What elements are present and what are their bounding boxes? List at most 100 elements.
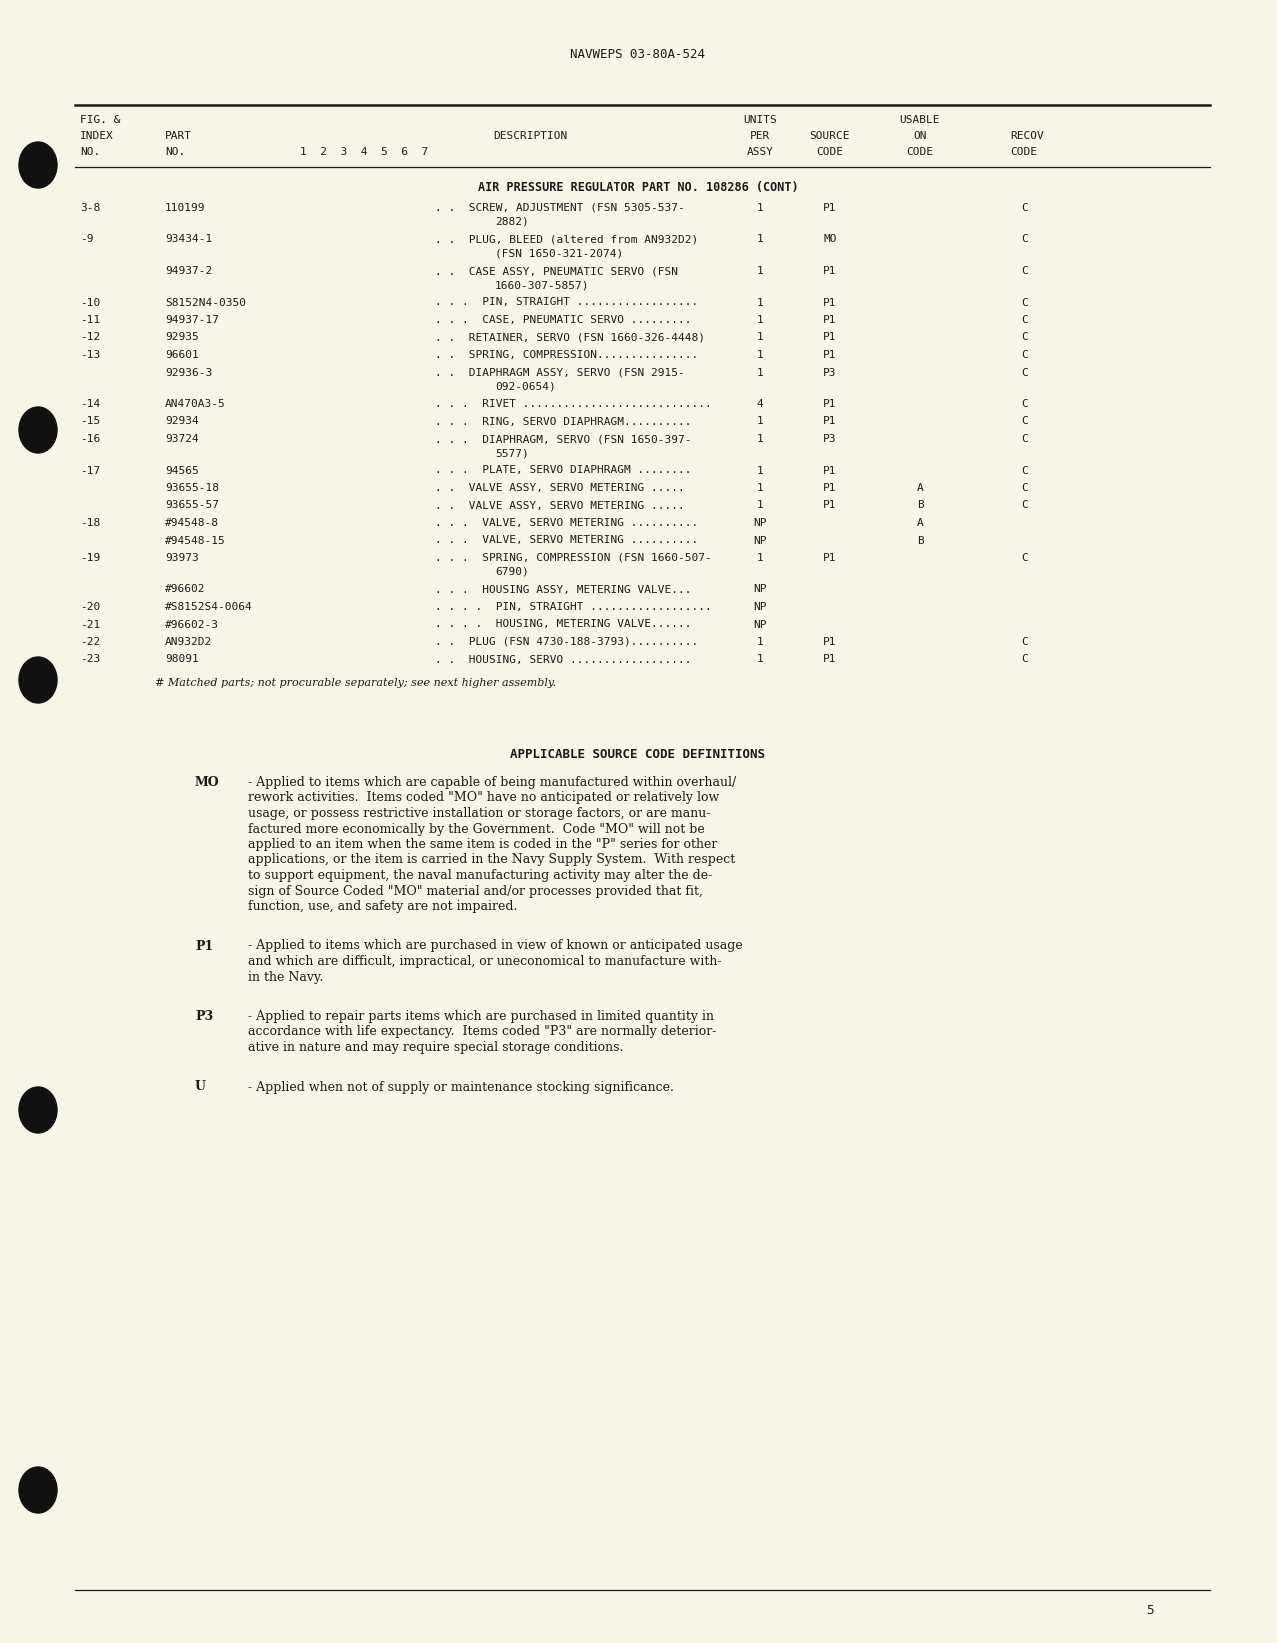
Text: B: B <box>917 501 923 511</box>
Text: usage, or possess restrictive installation or storage factors, or are manu-: usage, or possess restrictive installati… <box>248 807 710 820</box>
Text: applied to an item when the same item is coded in the "P" series for other: applied to an item when the same item is… <box>248 838 718 851</box>
Text: . . .  PIN, STRAIGHT ..................: . . . PIN, STRAIGHT .................. <box>435 297 699 307</box>
Text: C: C <box>1022 315 1028 325</box>
Text: RECOV: RECOV <box>1010 131 1043 141</box>
Text: P1: P1 <box>824 350 836 360</box>
Text: 93434-1: 93434-1 <box>165 235 212 245</box>
Text: C: C <box>1022 350 1028 360</box>
Text: C: C <box>1022 297 1028 307</box>
Text: 93724: 93724 <box>165 434 199 444</box>
Ellipse shape <box>19 407 57 453</box>
Text: C: C <box>1022 637 1028 647</box>
Text: S8152N4-0350: S8152N4-0350 <box>165 297 246 307</box>
Text: # Matched parts; not procurable separately; see next higher assembly.: # Matched parts; not procurable separate… <box>155 679 555 688</box>
Text: -19: -19 <box>80 554 101 564</box>
Text: C: C <box>1022 332 1028 342</box>
Ellipse shape <box>19 141 57 187</box>
Text: -20: -20 <box>80 601 101 611</box>
Text: P1: P1 <box>824 416 836 427</box>
Text: rework activities.  Items coded "MO" have no anticipated or relatively low: rework activities. Items coded "MO" have… <box>248 792 719 805</box>
Text: P1: P1 <box>824 465 836 475</box>
Text: NO.: NO. <box>165 146 185 158</box>
Ellipse shape <box>19 657 57 703</box>
Text: 1: 1 <box>757 416 764 427</box>
Text: NP: NP <box>753 619 766 629</box>
Text: NP: NP <box>753 601 766 611</box>
Text: #96602-3: #96602-3 <box>165 619 218 629</box>
Text: P1: P1 <box>824 483 836 493</box>
Text: C: C <box>1022 368 1028 378</box>
Text: U: U <box>195 1081 206 1094</box>
Text: 93655-18: 93655-18 <box>165 483 218 493</box>
Text: P1: P1 <box>824 266 836 276</box>
Text: C: C <box>1022 235 1028 245</box>
Text: 96601: 96601 <box>165 350 199 360</box>
Text: AN932D2: AN932D2 <box>165 637 212 647</box>
Text: to support equipment, the naval manufacturing activity may alter the de-: to support equipment, the naval manufact… <box>248 869 713 882</box>
Text: 1: 1 <box>757 350 764 360</box>
Text: -9: -9 <box>80 235 93 245</box>
Text: . .  VALVE ASSY, SERVO METERING .....: . . VALVE ASSY, SERVO METERING ..... <box>435 483 684 493</box>
Text: C: C <box>1022 399 1028 409</box>
Text: - Applied when not of supply or maintenance stocking significance.: - Applied when not of supply or maintena… <box>248 1081 674 1094</box>
Text: 1: 1 <box>757 434 764 444</box>
Text: 092-0654): 092-0654) <box>495 381 555 391</box>
Text: 94565: 94565 <box>165 465 199 475</box>
Text: C: C <box>1022 483 1028 493</box>
Text: FIG. &: FIG. & <box>80 115 120 125</box>
Text: CODE: CODE <box>907 146 933 158</box>
Text: . .  PLUG (FSN 4730-188-3793)..........: . . PLUG (FSN 4730-188-3793).......... <box>435 637 699 647</box>
Text: APPLICABLE SOURCE CODE DEFINITIONS: APPLICABLE SOURCE CODE DEFINITIONS <box>511 748 765 761</box>
Text: B: B <box>917 536 923 545</box>
Text: . . .  VALVE, SERVO METERING ..........: . . . VALVE, SERVO METERING .......... <box>435 518 699 527</box>
Text: . . .  HOUSING ASSY, METERING VALVE...: . . . HOUSING ASSY, METERING VALVE... <box>435 585 692 595</box>
Text: -12: -12 <box>80 332 101 342</box>
Text: . . .  VALVE, SERVO METERING ..........: . . . VALVE, SERVO METERING .......... <box>435 536 699 545</box>
Text: - Applied to items which are capable of being manufactured within overhaul/: - Applied to items which are capable of … <box>248 775 737 789</box>
Text: USABLE: USABLE <box>900 115 940 125</box>
Text: C: C <box>1022 654 1028 664</box>
Text: 1: 1 <box>757 297 764 307</box>
Text: #94548-8: #94548-8 <box>165 518 218 527</box>
Text: . . .  RING, SERVO DIAPHRAGM..........: . . . RING, SERVO DIAPHRAGM.......... <box>435 416 692 427</box>
Text: CODE: CODE <box>1010 146 1037 158</box>
Text: . .  SCREW, ADJUSTMENT (FSN 5305-537-: . . SCREW, ADJUSTMENT (FSN 5305-537- <box>435 204 684 214</box>
Text: 1: 1 <box>757 368 764 378</box>
Text: C: C <box>1022 266 1028 276</box>
Text: P1: P1 <box>824 332 836 342</box>
Text: -16: -16 <box>80 434 101 444</box>
Text: 1  2  3  4  5  6  7: 1 2 3 4 5 6 7 <box>300 146 428 158</box>
Text: NP: NP <box>753 536 766 545</box>
Text: #96602: #96602 <box>165 585 206 595</box>
Text: -11: -11 <box>80 315 101 325</box>
Text: -15: -15 <box>80 416 101 427</box>
Text: 93655-57: 93655-57 <box>165 501 218 511</box>
Text: 92935: 92935 <box>165 332 199 342</box>
Text: . .  CASE ASSY, PNEUMATIC SERVO (FSN: . . CASE ASSY, PNEUMATIC SERVO (FSN <box>435 266 678 276</box>
Text: C: C <box>1022 204 1028 214</box>
Text: 98091: 98091 <box>165 654 199 664</box>
Text: . .  VALVE ASSY, SERVO METERING .....: . . VALVE ASSY, SERVO METERING ..... <box>435 501 684 511</box>
Text: factured more economically by the Government.  Code "MO" will not be: factured more economically by the Govern… <box>248 823 705 836</box>
Text: sign of Source Coded "MO" material and/or processes provided that fit,: sign of Source Coded "MO" material and/o… <box>248 884 702 897</box>
Text: accordance with life expectancy.  Items coded "P3" are normally deterior-: accordance with life expectancy. Items c… <box>248 1025 716 1038</box>
Text: P1: P1 <box>824 637 836 647</box>
Text: -13: -13 <box>80 350 101 360</box>
Text: 1: 1 <box>757 483 764 493</box>
Text: - Applied to items which are purchased in view of known or anticipated usage: - Applied to items which are purchased i… <box>248 940 743 953</box>
Text: P1: P1 <box>824 399 836 409</box>
Text: SOURCE: SOURCE <box>810 131 850 141</box>
Text: 92934: 92934 <box>165 416 199 427</box>
Text: A: A <box>917 483 923 493</box>
Text: . . . .  PIN, STRAIGHT ..................: . . . . PIN, STRAIGHT .................. <box>435 601 711 611</box>
Text: . . . .  HOUSING, METERING VALVE......: . . . . HOUSING, METERING VALVE...... <box>435 619 692 629</box>
Text: . .  DIAPHRAGM ASSY, SERVO (FSN 2915-: . . DIAPHRAGM ASSY, SERVO (FSN 2915- <box>435 368 684 378</box>
Text: . .  PLUG, BLEED (altered from AN932D2): . . PLUG, BLEED (altered from AN932D2) <box>435 235 699 245</box>
Text: . . .  CASE, PNEUMATIC SERVO .........: . . . CASE, PNEUMATIC SERVO ......... <box>435 315 692 325</box>
Text: NP: NP <box>753 518 766 527</box>
Text: applications, or the item is carried in the Navy Supply System.  With respect: applications, or the item is carried in … <box>248 853 736 866</box>
Text: 1: 1 <box>757 654 764 664</box>
Text: 94937-17: 94937-17 <box>165 315 218 325</box>
Text: ASSY: ASSY <box>747 146 774 158</box>
Text: -18: -18 <box>80 518 101 527</box>
